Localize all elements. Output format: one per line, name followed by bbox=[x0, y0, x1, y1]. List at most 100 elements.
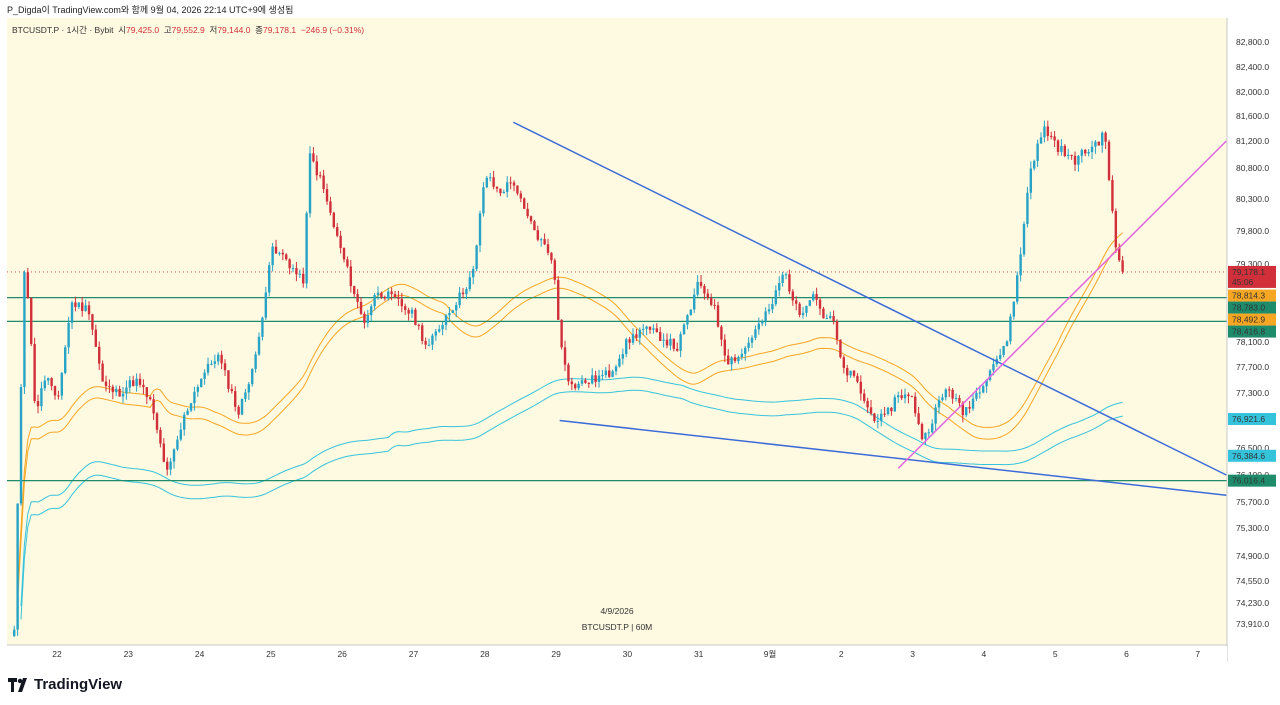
candle-body bbox=[339, 235, 342, 249]
price-label-box bbox=[1228, 413, 1276, 426]
legend-high-label: 고 bbox=[163, 25, 172, 35]
price-label: 76,016.4 bbox=[1232, 476, 1265, 486]
candle-body bbox=[546, 244, 550, 253]
candle-body bbox=[727, 355, 730, 365]
candle-body bbox=[890, 407, 893, 412]
candle-body bbox=[118, 388, 121, 397]
candle-body bbox=[251, 368, 254, 385]
candle-body bbox=[203, 372, 206, 379]
candle-body bbox=[533, 221, 536, 231]
candle-body bbox=[19, 387, 23, 504]
price-label: 78,492.9 bbox=[1232, 315, 1265, 325]
candle-body bbox=[67, 322, 70, 348]
candle-body bbox=[584, 380, 587, 383]
candle-body bbox=[665, 339, 669, 346]
candle-body bbox=[550, 252, 553, 261]
candle-body bbox=[1050, 135, 1053, 137]
candle-body bbox=[1121, 260, 1124, 272]
trendline-2 bbox=[559, 419, 1227, 496]
candle-body bbox=[662, 339, 665, 341]
candle-body bbox=[529, 216, 533, 222]
candle-body bbox=[312, 153, 315, 162]
trendline-3 bbox=[897, 140, 1227, 469]
candle-body bbox=[689, 309, 693, 316]
candle-body bbox=[540, 239, 543, 241]
candle-body bbox=[155, 413, 159, 430]
candle-body bbox=[13, 629, 16, 637]
candle-body bbox=[47, 378, 50, 381]
candle-body bbox=[791, 291, 795, 301]
candle-body bbox=[172, 449, 176, 462]
candle-body bbox=[451, 310, 455, 313]
candle-body bbox=[390, 291, 393, 295]
candle-body bbox=[873, 413, 876, 421]
candle-body bbox=[349, 266, 353, 287]
candle-body bbox=[315, 161, 319, 176]
candle-body bbox=[723, 339, 727, 356]
y-tick-label: 80,800.0 bbox=[1236, 163, 1269, 173]
candle-body bbox=[135, 378, 138, 386]
candle-body bbox=[927, 432, 931, 434]
price-chart[interactable]: 4/9/2026 BTCUSDT.P | 60M 82,800.0 82,400.0… bbox=[7, 18, 1277, 662]
candle-body bbox=[33, 344, 36, 402]
candle-body bbox=[672, 338, 676, 349]
candle-body bbox=[132, 380, 135, 386]
candle-body bbox=[81, 302, 84, 311]
candle-body bbox=[849, 370, 852, 376]
candle-body bbox=[179, 429, 183, 440]
candle-body bbox=[628, 339, 631, 343]
candle-body bbox=[57, 395, 60, 397]
watermark-symbol: BTCUSDT.P | 60M bbox=[582, 622, 653, 632]
candle-body bbox=[829, 316, 832, 319]
candle-body bbox=[866, 400, 869, 408]
candle-body bbox=[597, 375, 601, 382]
price-label-box bbox=[1228, 449, 1276, 462]
candle-body bbox=[570, 381, 574, 385]
candle-body bbox=[1090, 146, 1094, 153]
candle-body bbox=[988, 370, 992, 381]
x-tick-label: 27 bbox=[409, 649, 419, 659]
candle-body bbox=[744, 347, 747, 354]
candle-body bbox=[951, 389, 954, 399]
candle-body bbox=[94, 329, 98, 347]
chart-area[interactable]: 4/9/2026 BTCUSDT.P | 60M 82,800.0 82,400.0… bbox=[7, 18, 1277, 662]
candle-body bbox=[1104, 132, 1107, 142]
candle-body bbox=[427, 344, 431, 346]
candle-body bbox=[907, 394, 910, 397]
candle-body bbox=[186, 410, 189, 415]
candle-body bbox=[288, 259, 291, 269]
candle-body bbox=[910, 396, 914, 398]
candle-body bbox=[342, 248, 346, 260]
candle-body bbox=[631, 334, 635, 343]
candle-body bbox=[1043, 126, 1046, 138]
candle-body bbox=[43, 380, 47, 389]
candle-body bbox=[414, 309, 417, 325]
candle-body bbox=[1022, 224, 1026, 255]
x-tick-label: 5 bbox=[1053, 649, 1058, 659]
tradingview-logo[interactable]: TradingView bbox=[8, 676, 122, 693]
candle-body bbox=[876, 420, 880, 422]
candle-body bbox=[121, 393, 125, 397]
candle-body bbox=[523, 198, 526, 209]
candle-body bbox=[764, 311, 767, 322]
candle-body bbox=[693, 294, 696, 310]
candle-body bbox=[111, 386, 115, 393]
tradingview-logo-icon bbox=[8, 677, 27, 692]
candle-body bbox=[353, 286, 356, 294]
candle-body bbox=[676, 348, 679, 351]
candle-body bbox=[84, 305, 87, 311]
candle-body bbox=[941, 397, 944, 401]
x-tick-label: 6 bbox=[1124, 649, 1129, 659]
candle-body bbox=[686, 315, 689, 325]
candle-body bbox=[281, 252, 285, 255]
y-tick-label: 80,300.0 bbox=[1236, 194, 1269, 204]
candle-body bbox=[733, 357, 737, 362]
candle-body bbox=[397, 296, 400, 299]
candle-body bbox=[1046, 126, 1050, 136]
candle-body bbox=[883, 413, 886, 415]
y-tick-label: 82,400.0 bbox=[1236, 62, 1269, 72]
candle-body bbox=[621, 354, 625, 359]
candle-body bbox=[468, 277, 472, 289]
candle-body bbox=[115, 388, 118, 393]
candle-body bbox=[567, 364, 570, 382]
